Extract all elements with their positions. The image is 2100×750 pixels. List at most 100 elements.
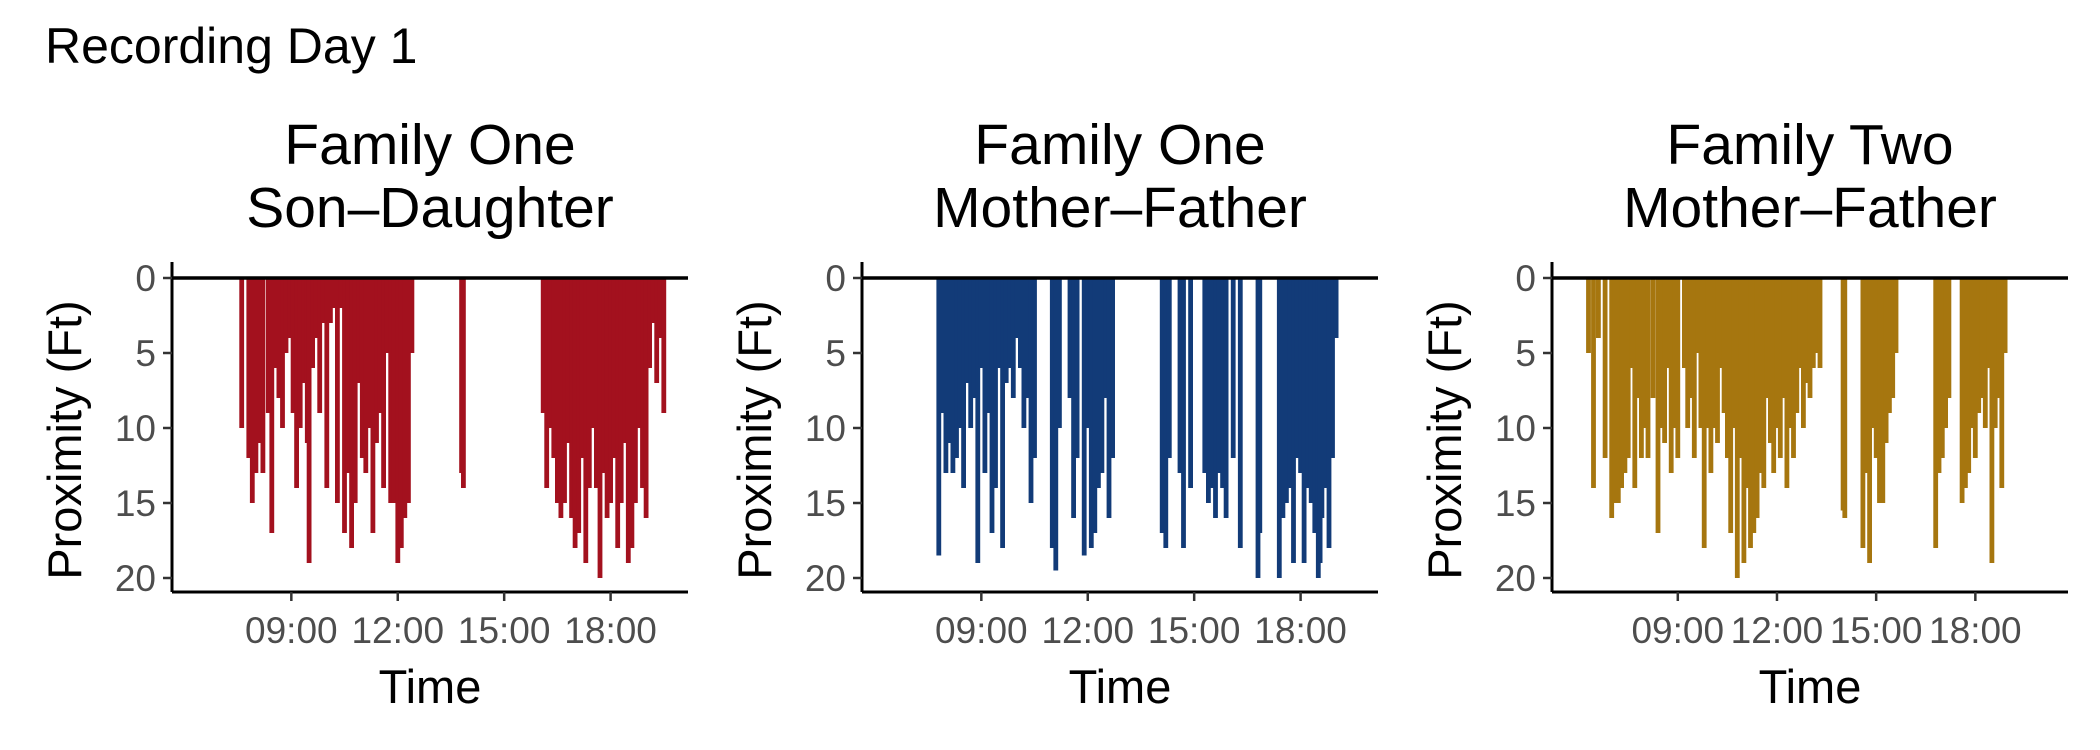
bar: [391, 278, 397, 503]
bar: [950, 278, 956, 473]
bar: [345, 278, 351, 473]
bar: [1287, 278, 1293, 488]
y-tick-label: 5: [825, 333, 846, 374]
y-tick-label: 5: [135, 333, 156, 374]
bar: [313, 278, 319, 338]
bar: [1053, 278, 1059, 571]
bar: [1602, 278, 1608, 458]
bar: [1099, 278, 1105, 473]
bar: [1213, 278, 1218, 518]
bar: [982, 278, 988, 473]
bar: [1021, 278, 1027, 428]
bar: [547, 278, 553, 428]
y-tick-label: 10: [805, 408, 846, 449]
x-axis-title: Time: [1759, 660, 1862, 713]
x-tick-label: 15:00: [458, 610, 551, 651]
bar: [1939, 278, 1945, 458]
bar: [640, 278, 645, 488]
x-tick-label: 09:00: [245, 610, 338, 651]
bar: [1784, 278, 1790, 488]
bar: [1106, 278, 1112, 518]
bar: [989, 278, 995, 533]
bar: [1049, 278, 1055, 548]
bar: [601, 278, 606, 473]
y-tick-label: 15: [805, 483, 846, 524]
bar: [253, 278, 259, 473]
bar: [1992, 278, 1998, 428]
bar: [356, 278, 362, 383]
bar: [1642, 278, 1648, 428]
bar: [947, 278, 952, 443]
bar: [540, 278, 546, 413]
bar: [1721, 278, 1727, 413]
bar: [1658, 278, 1664, 428]
y-axis-title: Proximity (Ft): [38, 300, 91, 579]
bar: [1718, 278, 1724, 368]
x-tick-label: 18:00: [1929, 610, 2022, 651]
bar: [1999, 278, 2005, 488]
bar: [1705, 278, 1710, 428]
bar: [629, 278, 635, 548]
bar: [1619, 278, 1624, 488]
bar: [594, 278, 599, 488]
bar: [402, 278, 408, 518]
bar: [1092, 278, 1098, 533]
bar: [1810, 278, 1816, 368]
bar: [1071, 278, 1076, 518]
bar: [576, 278, 582, 533]
bar: [604, 278, 610, 518]
bar: [572, 278, 578, 548]
bar: [1028, 278, 1034, 503]
bar: [1791, 278, 1796, 458]
bar: [1103, 278, 1108, 398]
bar: [306, 278, 312, 563]
y-tick-label: 10: [1495, 408, 1536, 449]
bar: [961, 278, 966, 488]
bar: [936, 278, 942, 556]
bar: [352, 278, 358, 503]
bar: [625, 278, 631, 563]
bar: [1591, 278, 1596, 488]
bar: [1202, 278, 1208, 473]
bar: [1294, 278, 1300, 458]
bar: [377, 278, 383, 413]
bar: [1096, 278, 1101, 488]
bar: [1632, 278, 1638, 488]
y-tick-label: 5: [1515, 333, 1536, 374]
bar: [1163, 278, 1169, 548]
bar: [650, 278, 656, 323]
bar: [1873, 278, 1879, 458]
bar: [1976, 278, 1982, 413]
y-tick-label: 15: [1495, 483, 1536, 524]
bar: [406, 278, 411, 503]
bars-group: [1586, 278, 2008, 578]
figure-title: Recording Day 1: [45, 18, 417, 74]
bar: [1817, 278, 1823, 368]
bar: [1223, 278, 1229, 518]
bar: [618, 278, 624, 503]
bar: [1688, 278, 1694, 398]
bar: [579, 278, 585, 458]
bar: [622, 278, 628, 443]
bar: [359, 278, 365, 458]
x-axis-title: Time: [1069, 660, 1172, 713]
bar: [1257, 278, 1263, 533]
bar: [1181, 278, 1186, 548]
bar: [654, 278, 660, 383]
bar: [349, 278, 354, 548]
bar: [1797, 278, 1803, 368]
bar: [1326, 278, 1332, 548]
y-tick-label: 15: [115, 483, 156, 524]
bar: [1972, 278, 1978, 458]
bar: [1333, 278, 1339, 338]
bar: [1629, 278, 1634, 368]
bar: [1807, 278, 1813, 398]
bar: [968, 278, 974, 428]
bar: [1166, 278, 1172, 458]
bar: [1701, 278, 1707, 548]
bar: [1088, 278, 1094, 548]
bar: [597, 278, 603, 578]
bar: [1758, 278, 1763, 473]
bar: [608, 278, 613, 503]
bar: [544, 278, 550, 488]
